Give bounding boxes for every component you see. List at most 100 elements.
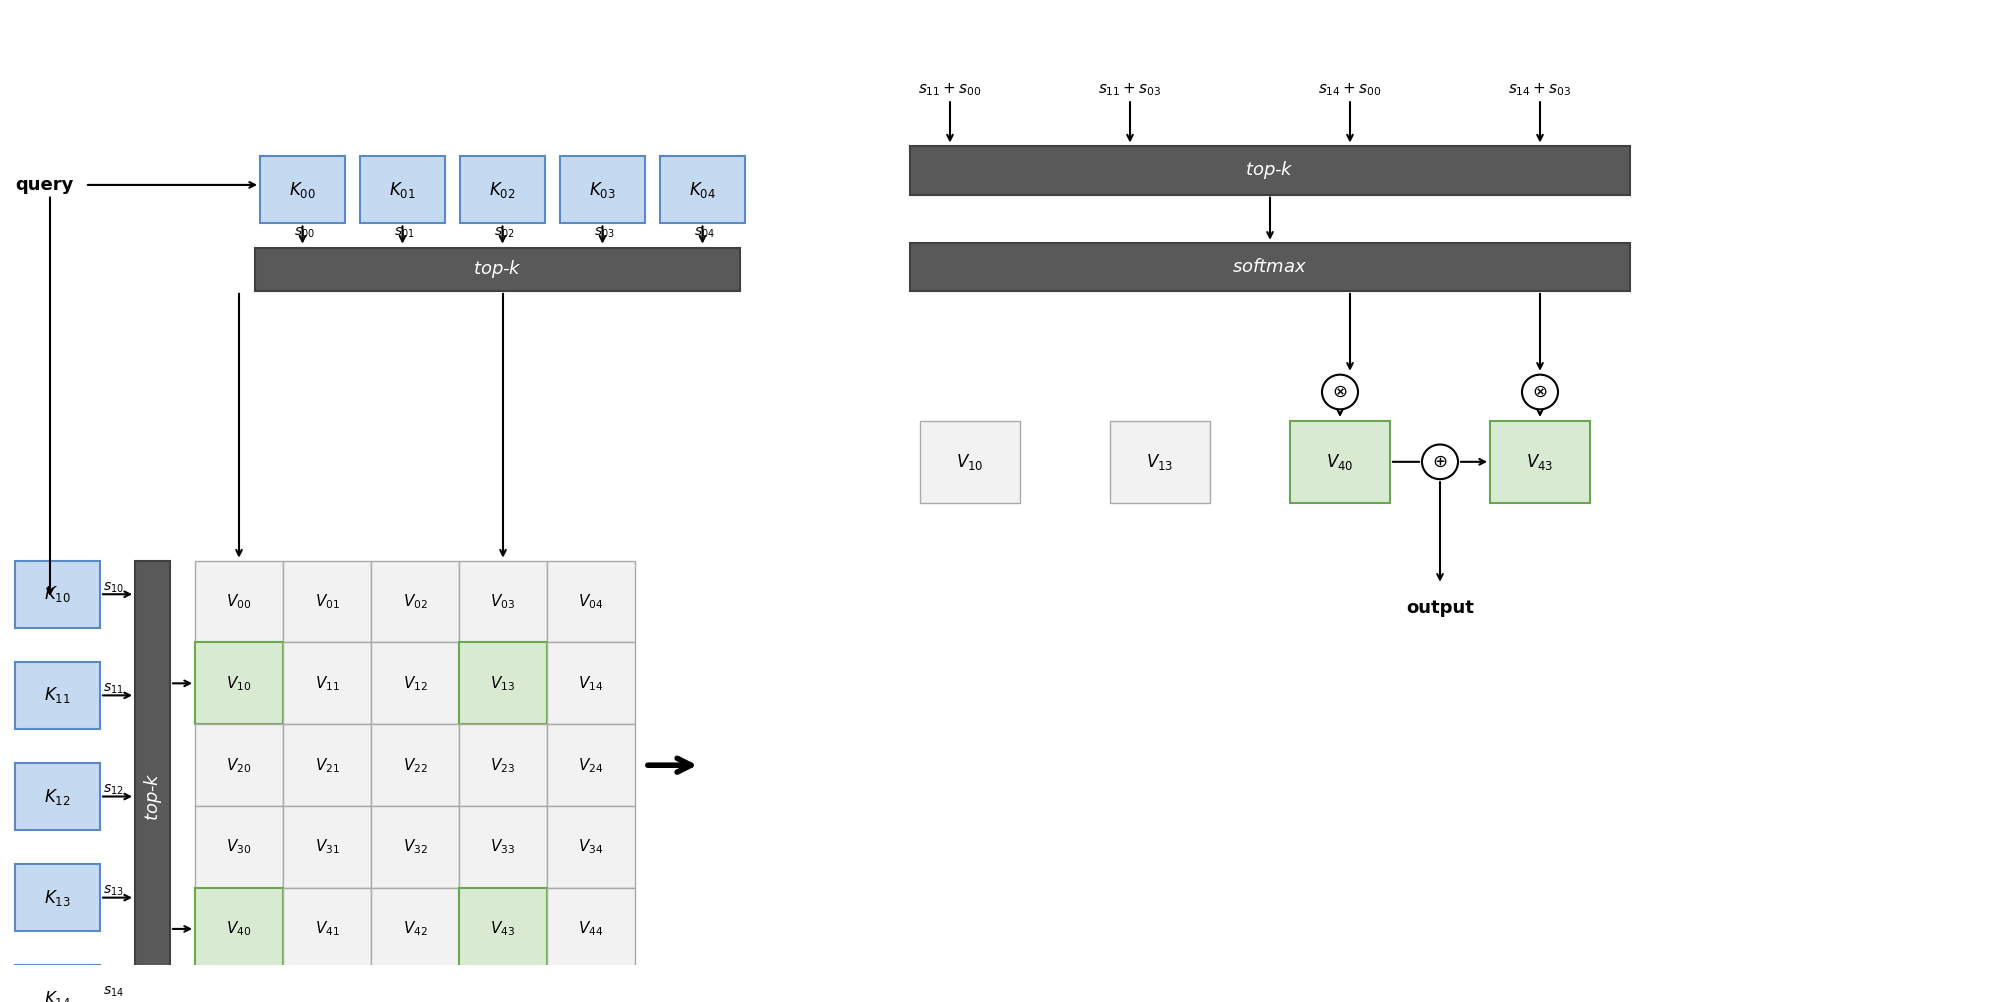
Text: $V_{14}$: $V_{14}$ — [578, 674, 604, 692]
FancyBboxPatch shape — [370, 888, 459, 970]
Circle shape — [1421, 445, 1457, 479]
Text: $s_{04}$: $s_{04}$ — [694, 225, 715, 239]
Text: $V_{10}$: $V_{10}$ — [225, 674, 252, 692]
FancyBboxPatch shape — [548, 807, 634, 888]
Text: $V_{40}$: $V_{40}$ — [225, 920, 252, 938]
Text: $\otimes$: $\otimes$ — [1333, 383, 1349, 401]
FancyBboxPatch shape — [260, 156, 344, 223]
Text: $V_{13}$: $V_{13}$ — [491, 674, 515, 692]
FancyBboxPatch shape — [14, 864, 101, 931]
FancyBboxPatch shape — [14, 763, 101, 831]
Circle shape — [1522, 375, 1558, 410]
Text: $V_{21}$: $V_{21}$ — [314, 756, 340, 775]
FancyBboxPatch shape — [660, 156, 745, 223]
Text: $V_{40}$: $V_{40}$ — [1327, 452, 1353, 472]
Text: $softmax$: $softmax$ — [1232, 258, 1308, 276]
FancyBboxPatch shape — [461, 156, 546, 223]
Text: $V_{23}$: $V_{23}$ — [491, 756, 515, 775]
FancyBboxPatch shape — [548, 724, 634, 807]
Text: $V_{01}$: $V_{01}$ — [314, 592, 340, 611]
Text: $K_{03}$: $K_{03}$ — [590, 179, 616, 199]
Text: $s_{03}$: $s_{03}$ — [594, 225, 614, 239]
FancyBboxPatch shape — [548, 888, 634, 970]
FancyBboxPatch shape — [284, 560, 370, 642]
Text: $K_{04}$: $K_{04}$ — [688, 179, 717, 199]
FancyBboxPatch shape — [14, 965, 101, 1002]
FancyBboxPatch shape — [459, 724, 548, 807]
Text: $s_{10}$: $s_{10}$ — [103, 580, 125, 595]
FancyBboxPatch shape — [459, 642, 548, 724]
Text: $V_{11}$: $V_{11}$ — [314, 674, 340, 692]
Text: $V_{42}$: $V_{42}$ — [403, 920, 427, 938]
FancyBboxPatch shape — [14, 661, 101, 729]
Circle shape — [1323, 375, 1359, 410]
FancyBboxPatch shape — [195, 724, 284, 807]
FancyBboxPatch shape — [560, 156, 644, 223]
Text: $V_{43}$: $V_{43}$ — [491, 920, 515, 938]
FancyBboxPatch shape — [360, 156, 445, 223]
Text: $K_{00}$: $K_{00}$ — [290, 179, 316, 199]
Text: $V_{24}$: $V_{24}$ — [578, 756, 604, 775]
Text: $\otimes$: $\otimes$ — [1532, 383, 1548, 401]
FancyBboxPatch shape — [459, 888, 548, 970]
Text: $V_{41}$: $V_{41}$ — [314, 920, 340, 938]
Text: $K_{13}$: $K_{13}$ — [44, 888, 70, 908]
FancyBboxPatch shape — [256, 247, 741, 291]
Text: $V_{00}$: $V_{00}$ — [225, 592, 252, 611]
FancyBboxPatch shape — [284, 724, 370, 807]
Text: $V_{22}$: $V_{22}$ — [403, 756, 427, 775]
Text: $V_{32}$: $V_{32}$ — [403, 838, 427, 857]
Text: $top$-$k$: $top$-$k$ — [473, 259, 521, 281]
FancyBboxPatch shape — [1109, 421, 1210, 503]
Text: $s_{11}+s_{03}$: $s_{11}+s_{03}$ — [1099, 81, 1162, 98]
Text: $s_{13}$: $s_{13}$ — [103, 884, 123, 898]
Text: $V_{43}$: $V_{43}$ — [1526, 452, 1554, 472]
Text: $s_{14}+s_{03}$: $s_{14}+s_{03}$ — [1508, 81, 1572, 98]
FancyBboxPatch shape — [284, 807, 370, 888]
FancyBboxPatch shape — [370, 642, 459, 724]
FancyBboxPatch shape — [370, 560, 459, 642]
FancyBboxPatch shape — [370, 807, 459, 888]
Text: $V_{10}$: $V_{10}$ — [956, 452, 984, 472]
Text: $V_{33}$: $V_{33}$ — [491, 838, 515, 857]
Text: $V_{44}$: $V_{44}$ — [578, 920, 604, 938]
Text: output: output — [1405, 599, 1474, 617]
Text: $V_{04}$: $V_{04}$ — [578, 592, 604, 611]
Text: $K_{11}$: $K_{11}$ — [44, 685, 70, 705]
FancyBboxPatch shape — [284, 888, 370, 970]
Text: $V_{31}$: $V_{31}$ — [314, 838, 340, 857]
FancyBboxPatch shape — [284, 642, 370, 724]
Text: $\oplus$: $\oplus$ — [1433, 453, 1447, 471]
Text: $V_{34}$: $V_{34}$ — [578, 838, 604, 857]
FancyBboxPatch shape — [910, 242, 1631, 291]
Text: $V_{03}$: $V_{03}$ — [491, 592, 515, 611]
Text: $s_{11}+s_{00}$: $s_{11}+s_{00}$ — [918, 81, 982, 98]
Text: $V_{02}$: $V_{02}$ — [403, 592, 427, 611]
Text: query: query — [14, 176, 72, 194]
FancyBboxPatch shape — [910, 146, 1631, 194]
Text: $top$-$k$: $top$-$k$ — [1246, 159, 1294, 181]
FancyBboxPatch shape — [459, 807, 548, 888]
FancyBboxPatch shape — [195, 560, 284, 642]
FancyBboxPatch shape — [548, 560, 634, 642]
FancyBboxPatch shape — [459, 560, 548, 642]
FancyBboxPatch shape — [195, 642, 284, 724]
Text: $s_{12}$: $s_{12}$ — [103, 783, 123, 797]
FancyBboxPatch shape — [14, 560, 101, 628]
FancyBboxPatch shape — [195, 888, 284, 970]
Text: $K_{14}$: $K_{14}$ — [44, 989, 70, 1002]
FancyBboxPatch shape — [1290, 421, 1391, 503]
Text: $K_{01}$: $K_{01}$ — [389, 179, 417, 199]
FancyBboxPatch shape — [1490, 421, 1590, 503]
FancyBboxPatch shape — [195, 807, 284, 888]
Text: $s_{01}$: $s_{01}$ — [395, 225, 415, 239]
Text: $s_{02}$: $s_{02}$ — [493, 225, 515, 239]
Text: $V_{30}$: $V_{30}$ — [225, 838, 252, 857]
FancyBboxPatch shape — [920, 421, 1021, 503]
Text: $V_{20}$: $V_{20}$ — [225, 756, 252, 775]
Text: $V_{12}$: $V_{12}$ — [403, 674, 427, 692]
Text: $s_{14}+s_{00}$: $s_{14}+s_{00}$ — [1319, 81, 1381, 98]
FancyBboxPatch shape — [370, 724, 459, 807]
Text: $top$-$k$: $top$-$k$ — [141, 772, 163, 821]
Text: $s_{11}$: $s_{11}$ — [103, 681, 123, 695]
